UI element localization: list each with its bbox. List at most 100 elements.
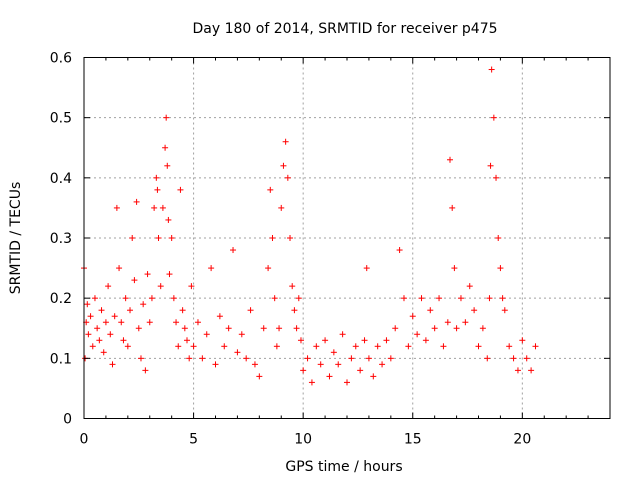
data-point bbox=[260, 325, 267, 332]
data-point bbox=[186, 355, 193, 362]
data-point bbox=[133, 198, 140, 205]
data-point bbox=[447, 156, 454, 163]
data-point bbox=[154, 186, 161, 193]
data-point bbox=[278, 204, 285, 211]
data-point bbox=[225, 325, 232, 332]
data-point bbox=[486, 295, 493, 302]
data-point bbox=[122, 295, 129, 302]
data-point bbox=[514, 367, 521, 374]
data-point bbox=[162, 144, 169, 151]
data-point bbox=[317, 361, 324, 368]
data-point bbox=[96, 337, 103, 344]
data-point bbox=[484, 355, 491, 362]
data-point bbox=[400, 295, 407, 302]
data-point bbox=[177, 186, 184, 193]
data-point bbox=[173, 319, 180, 326]
data-point bbox=[140, 301, 147, 308]
data-point bbox=[94, 325, 101, 332]
data-point bbox=[291, 307, 298, 314]
data-point bbox=[148, 295, 155, 302]
data-point bbox=[116, 265, 123, 272]
data-point bbox=[466, 283, 473, 290]
data-point bbox=[444, 319, 451, 326]
chart-title: Day 180 of 2014, SRMTID for receiver p47… bbox=[192, 21, 497, 37]
data-point bbox=[118, 319, 125, 326]
data-point bbox=[495, 235, 502, 241]
data-point bbox=[188, 283, 195, 290]
data-point bbox=[387, 355, 394, 362]
data-point bbox=[414, 331, 421, 338]
y-tick-label: 0.1 bbox=[50, 351, 72, 367]
data-point bbox=[457, 295, 464, 302]
data-point bbox=[339, 331, 346, 338]
grid bbox=[84, 57, 610, 419]
y-tick-label: 0.4 bbox=[50, 171, 72, 187]
data-point bbox=[510, 355, 517, 362]
data-point bbox=[247, 307, 254, 314]
data-point bbox=[175, 343, 182, 350]
data-point bbox=[157, 283, 164, 290]
data-point bbox=[170, 295, 177, 302]
x-tick-label: 15 bbox=[404, 432, 422, 448]
data-point bbox=[271, 295, 278, 302]
data-point bbox=[91, 295, 98, 302]
data-point bbox=[352, 343, 359, 350]
data-point bbox=[532, 343, 539, 350]
data-point bbox=[451, 265, 458, 272]
data-point bbox=[98, 307, 105, 314]
data-point bbox=[304, 355, 311, 362]
data-points bbox=[81, 66, 539, 386]
data-point bbox=[436, 295, 443, 302]
data-point bbox=[276, 325, 283, 332]
x-tick-label: 5 bbox=[189, 432, 198, 448]
data-point bbox=[308, 379, 315, 386]
data-point bbox=[111, 313, 118, 320]
data-point bbox=[135, 325, 142, 332]
data-point bbox=[100, 349, 107, 356]
x-axis-label: GPS time / hours bbox=[285, 459, 402, 475]
data-point bbox=[431, 325, 438, 332]
data-point bbox=[199, 355, 206, 362]
data-point bbox=[409, 313, 416, 320]
y-tick-label: 0.5 bbox=[50, 111, 72, 127]
y-axis-label: SRMTID / TECUs bbox=[8, 182, 24, 295]
data-point bbox=[179, 307, 186, 314]
data-point bbox=[418, 295, 425, 302]
data-point bbox=[153, 174, 160, 181]
data-point bbox=[440, 343, 447, 350]
data-point bbox=[490, 114, 497, 121]
data-point bbox=[313, 343, 320, 350]
data-point bbox=[499, 295, 506, 302]
data-point bbox=[348, 355, 355, 362]
data-point bbox=[163, 114, 170, 121]
y-tick-label: 0.6 bbox=[50, 51, 72, 67]
data-point bbox=[475, 343, 482, 350]
data-point bbox=[194, 319, 201, 326]
x-tick-label: 20 bbox=[513, 432, 531, 448]
data-point bbox=[528, 367, 535, 374]
data-point bbox=[280, 162, 287, 169]
data-point bbox=[422, 337, 429, 344]
data-point bbox=[295, 295, 302, 302]
data-point bbox=[357, 367, 364, 374]
data-point bbox=[392, 325, 399, 332]
data-point bbox=[297, 337, 304, 344]
data-point bbox=[105, 283, 112, 290]
data-point bbox=[265, 265, 272, 272]
data-point bbox=[330, 349, 337, 356]
data-point bbox=[243, 355, 250, 362]
y-tick-label: 0 bbox=[63, 412, 72, 428]
data-point bbox=[234, 349, 241, 356]
y-tick-label: 0.2 bbox=[50, 291, 72, 307]
x-tick-label: 0 bbox=[80, 432, 89, 448]
data-point bbox=[523, 355, 530, 362]
data-point bbox=[519, 337, 526, 344]
data-point bbox=[379, 361, 386, 368]
data-point bbox=[184, 337, 191, 344]
data-point bbox=[497, 265, 504, 272]
data-point bbox=[427, 307, 434, 314]
data-point bbox=[85, 331, 92, 338]
data-point bbox=[501, 307, 508, 314]
data-point bbox=[493, 174, 500, 181]
